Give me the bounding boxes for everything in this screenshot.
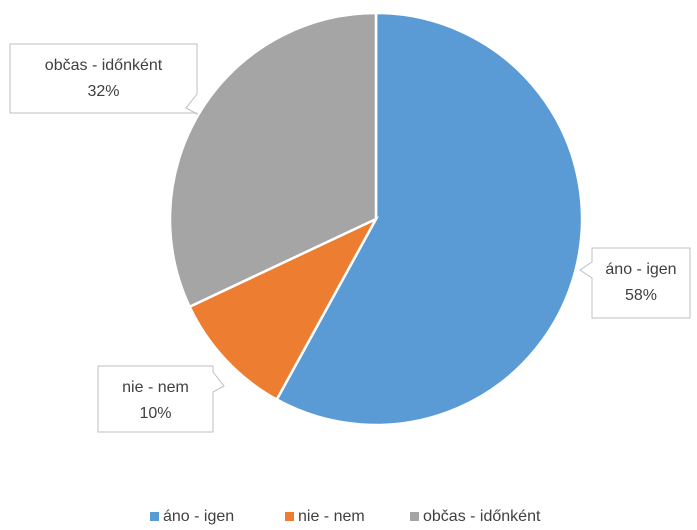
data-label: 10% xyxy=(139,405,171,422)
pie-slice xyxy=(168,11,378,309)
data-label: 58% xyxy=(625,287,657,304)
legend-label: áno - igen xyxy=(163,508,234,525)
pie-slice xyxy=(275,11,584,427)
legend-swatch xyxy=(285,512,294,521)
data-label-name: nie - nem xyxy=(122,379,189,396)
data-label: 32% xyxy=(87,83,119,100)
label-callout xyxy=(579,247,691,319)
legend-swatch xyxy=(150,512,159,521)
data-label-name: áno - igen xyxy=(605,261,676,278)
legend-label: občas - időnként xyxy=(423,508,541,525)
legend-swatch xyxy=(410,512,419,521)
label-callout xyxy=(97,365,225,433)
legend-label: nie - nem xyxy=(298,508,365,525)
pie-slice xyxy=(187,216,379,402)
label-callout xyxy=(9,43,198,115)
data-label-name: občas - időnként xyxy=(45,57,163,74)
